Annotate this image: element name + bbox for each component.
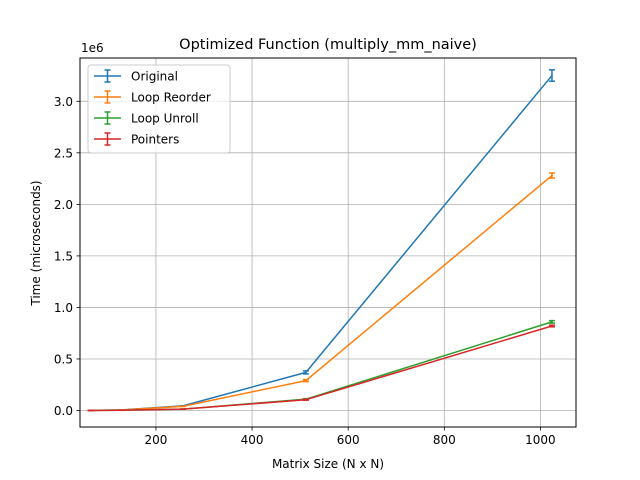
series-line [89, 320, 553, 412]
legend-label: Pointers [131, 133, 179, 147]
y-tick-label: 0.5 [54, 352, 73, 366]
plot-frame [79, 57, 577, 428]
series-layer [87, 69, 555, 412]
legend: Original Loop Reorder Loop Unroll Pointers [87, 64, 231, 154]
legend-label: Original [131, 70, 178, 84]
series-loop-reorder [87, 172, 555, 412]
y-tick-label: 3.0 [54, 95, 73, 109]
chart-title: Optimized Function (multiply_mm_naive) [179, 37, 477, 53]
series-loop-unroll [87, 319, 555, 412]
series-line [89, 174, 554, 412]
x-tick-label: 800 [433, 433, 456, 447]
y-tick-label: 1.0 [54, 301, 73, 315]
y-axis-label: Time (microseconds) [29, 180, 43, 306]
y-offset-label: 1e6 [81, 41, 104, 55]
legend-item: Original [94, 69, 178, 84]
x-axis-label: Matrix Size (N x N) [272, 457, 384, 471]
legend-item: Loop Reorder [94, 90, 211, 105]
legend-box [87, 64, 231, 154]
x-tick-label: 200 [144, 433, 167, 447]
series-pointers [87, 324, 555, 412]
axis-ticks: 200 400 600 800 1000 0.0 0.5 1.0 1.5 2.0 2.5 3.0 [54, 95, 556, 447]
y-tick-label: 2.0 [54, 198, 73, 212]
legend-item: Loop Unroll [94, 111, 199, 126]
y-tick-label: 1.5 [54, 249, 73, 263]
legend-label: Loop Unroll [131, 112, 199, 126]
y-tick-label: 0.0 [54, 404, 73, 418]
x-tick-label: 1000 [525, 433, 556, 447]
x-tick-label: 400 [241, 433, 264, 447]
y-tick-label: 2.5 [54, 146, 73, 160]
x-tick-label: 600 [337, 433, 360, 447]
legend-label: Loop Reorder [131, 91, 211, 105]
legend-item: Pointers [94, 132, 179, 147]
